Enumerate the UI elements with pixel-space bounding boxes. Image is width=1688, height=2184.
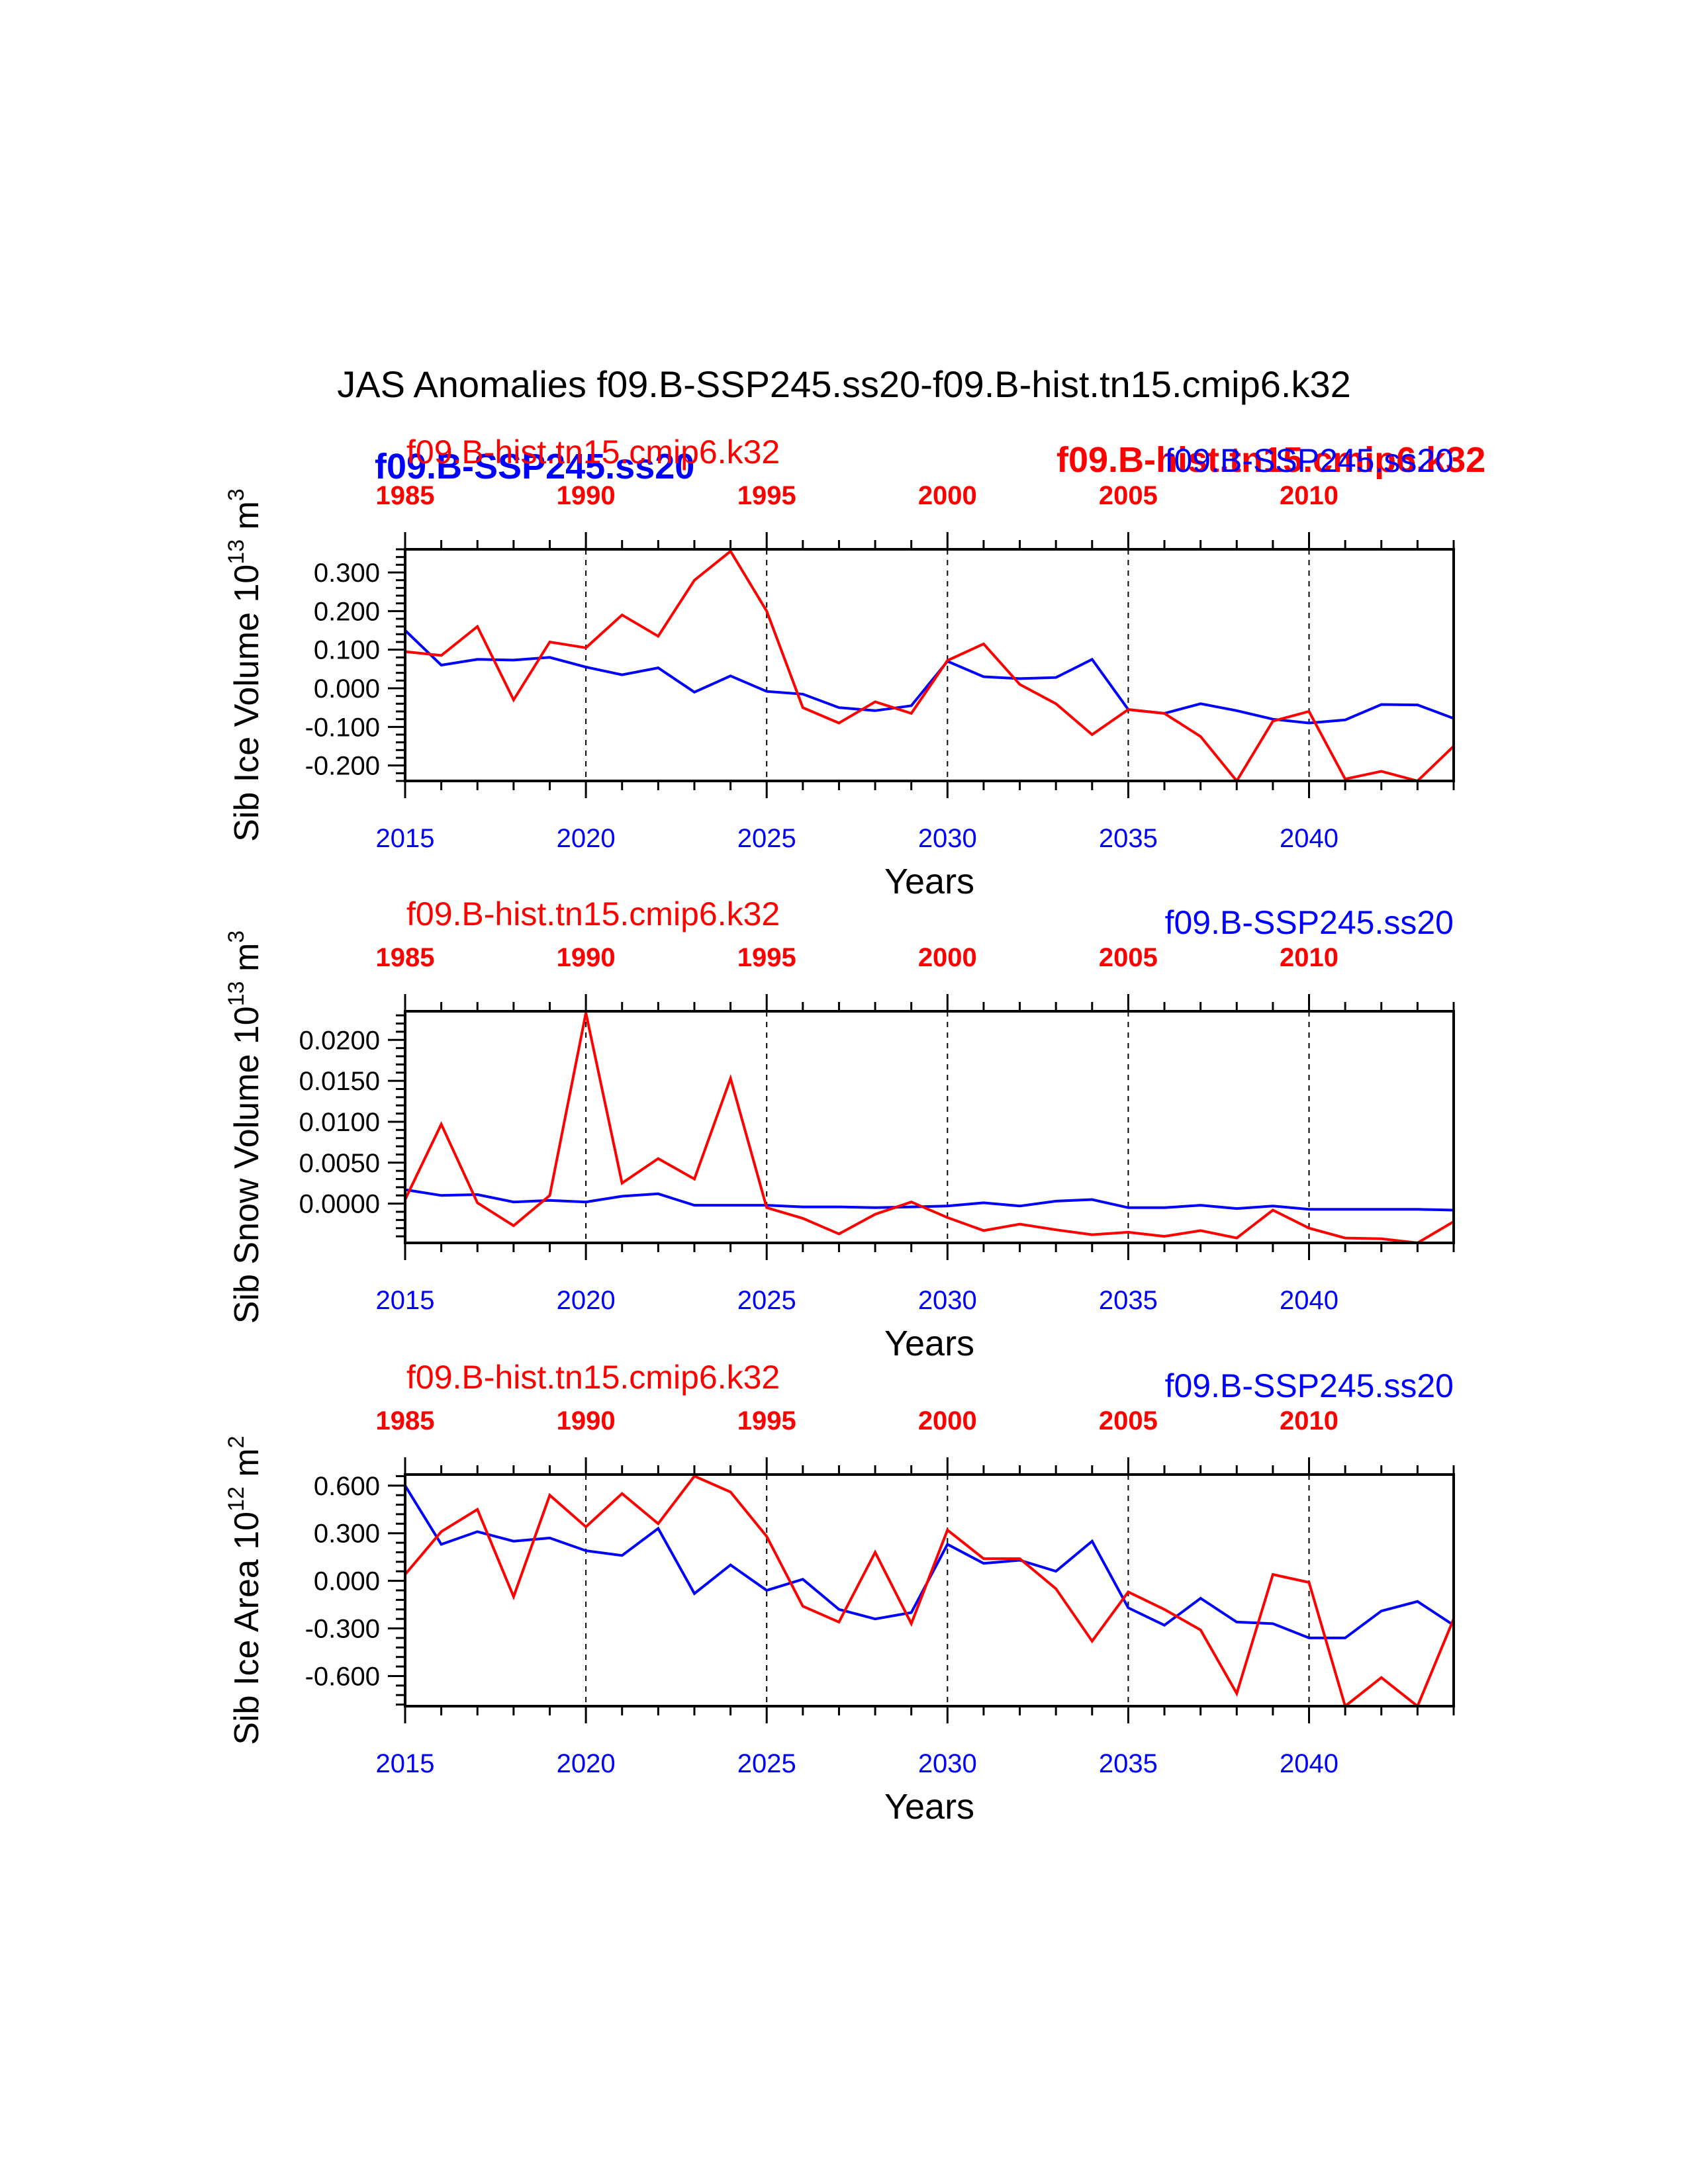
hist-series-title: f09.B-hist.tn15.cmip6.k32 <box>406 433 780 471</box>
y-tick-label: -0.200 <box>305 752 380 781</box>
top-tick-label: 1985 <box>376 943 435 972</box>
x-axis-label: Years <box>884 1324 974 1363</box>
bottom-tick-label: 2025 <box>737 824 796 853</box>
series-line-ssp245 <box>404 1484 1455 1639</box>
bottom-tick-label: 2020 <box>557 1749 616 1778</box>
plot-frame <box>404 548 1455 782</box>
top-tick-label: 2005 <box>1099 481 1158 510</box>
series-line-hist <box>404 1474 1455 1709</box>
bottom-tick-label: 2035 <box>1099 1286 1158 1315</box>
top-tick-label: 1995 <box>737 1406 796 1435</box>
x-axis-label: Years <box>884 1787 974 1827</box>
y-tick-label: 0.100 <box>314 636 380 665</box>
top-tick-label: 2000 <box>918 943 977 972</box>
y-tick-label: -0.600 <box>305 1662 380 1691</box>
y-tick-label: -0.100 <box>305 713 380 742</box>
top-tick-label: 1990 <box>557 1406 616 1435</box>
series-line-ssp245 <box>404 1188 1454 1212</box>
y-axis-label: Sib Snow Volume 1013 m3 <box>224 931 266 1324</box>
y-tick-label: 0.000 <box>314 1567 380 1596</box>
chart-panel-2: 0.0200 0.0150 0.0100 0.0050 0.0000 2015 2020 20… <box>224 895 1455 1363</box>
top-tick-label: 1990 <box>557 943 616 972</box>
hist-series-title: f09.B-hist.tn15.cmip6.k32 <box>406 1359 780 1396</box>
y-tick-label: 0.000 <box>314 674 380 704</box>
y-tick-label: 0.300 <box>314 1520 380 1549</box>
bottom-tick-label: 2030 <box>918 824 977 853</box>
bottom-tick-label: 2020 <box>557 824 616 853</box>
bottom-tick-label: 2030 <box>918 1286 977 1315</box>
chart-panels: 0.300 0.200 0.100 0.000 -0.100 -0.200 2015 2020… <box>224 433 1455 1827</box>
bottom-tick-label: 2020 <box>557 1286 616 1315</box>
y-axis-label: Sib Ice Area 1012 m2 <box>224 1435 266 1745</box>
top-tick-label: 2010 <box>1280 481 1338 510</box>
overlay-hist-label: f09.B-hist.tn15.cmip6.k32 <box>1056 440 1485 480</box>
bottom-tick-label: 2025 <box>737 1749 796 1778</box>
y-tick-label: 0.300 <box>314 559 380 588</box>
top-tick-label: 1995 <box>737 481 796 510</box>
top-tick-label: 2000 <box>918 481 977 510</box>
y-tick-label: -0.300 <box>305 1615 380 1644</box>
top-tick-label: 2010 <box>1280 1406 1338 1435</box>
top-tick-label: 2005 <box>1099 1406 1158 1435</box>
ssp-series-title: f09.B-SSP245.ss20 <box>1165 904 1454 941</box>
ssp-series-title: f09.B-SSP245.ss20 <box>1165 1367 1454 1404</box>
y-tick-label: 0.0050 <box>299 1149 380 1178</box>
series-line-hist <box>404 1013 1455 1245</box>
top-tick-label: 2010 <box>1280 943 1338 972</box>
bottom-tick-label: 2040 <box>1280 1749 1338 1778</box>
figure-title: JAS Anomalies f09.B-SSP245.ss20-f09.B-hi… <box>337 363 1350 405</box>
y-tick-label: 0.0150 <box>299 1067 380 1096</box>
chart-panel-1: 0.300 0.200 0.100 0.000 -0.100 -0.200 2015 2020… <box>224 433 1455 901</box>
top-tick-label: 1985 <box>376 481 435 510</box>
bottom-tick-label: 2030 <box>918 1749 977 1778</box>
bottom-tick-label: 2015 <box>376 1749 435 1778</box>
overlay-ssp-label: f09.B-SSP245.ss20 <box>375 447 694 486</box>
plot-frame <box>404 1010 1455 1244</box>
top-tick-label: 2000 <box>918 1406 977 1435</box>
bottom-tick-label: 2040 <box>1280 824 1338 853</box>
y-tick-label: 0.0200 <box>299 1026 380 1055</box>
bottom-tick-label: 2015 <box>376 1286 435 1315</box>
plot-frame <box>404 1473 1455 1707</box>
top-tick-label: 1985 <box>376 1406 435 1435</box>
chart-panel-3: 0.600 0.300 0.000 -0.300 -0.600 2015 2020 2025 2… <box>224 1359 1455 1827</box>
y-tick-label: 0.200 <box>314 597 380 626</box>
y-axis-label: Sib Ice Volume 1013 m3 <box>224 488 266 842</box>
bottom-tick-label: 2040 <box>1280 1286 1338 1315</box>
bottom-tick-label: 2035 <box>1099 1749 1158 1778</box>
bottom-tick-label: 2035 <box>1099 824 1158 853</box>
bottom-tick-label: 2025 <box>737 1286 796 1315</box>
top-tick-label: 1990 <box>557 481 616 510</box>
ssp-series-title: f09.B-SSP245.ss20 <box>1165 442 1454 479</box>
y-tick-label: 0.0100 <box>299 1108 380 1137</box>
series-line-hist <box>404 549 1455 784</box>
top-tick-label: 1995 <box>737 943 796 972</box>
bottom-tick-label: 2015 <box>376 824 435 853</box>
x-axis-label: Years <box>884 862 974 901</box>
top-tick-label: 2005 <box>1099 943 1158 972</box>
y-tick-label: 0.0000 <box>299 1190 380 1219</box>
hist-series-title: f09.B-hist.tn15.cmip6.k32 <box>406 895 780 933</box>
y-tick-label: 0.600 <box>314 1472 380 1501</box>
